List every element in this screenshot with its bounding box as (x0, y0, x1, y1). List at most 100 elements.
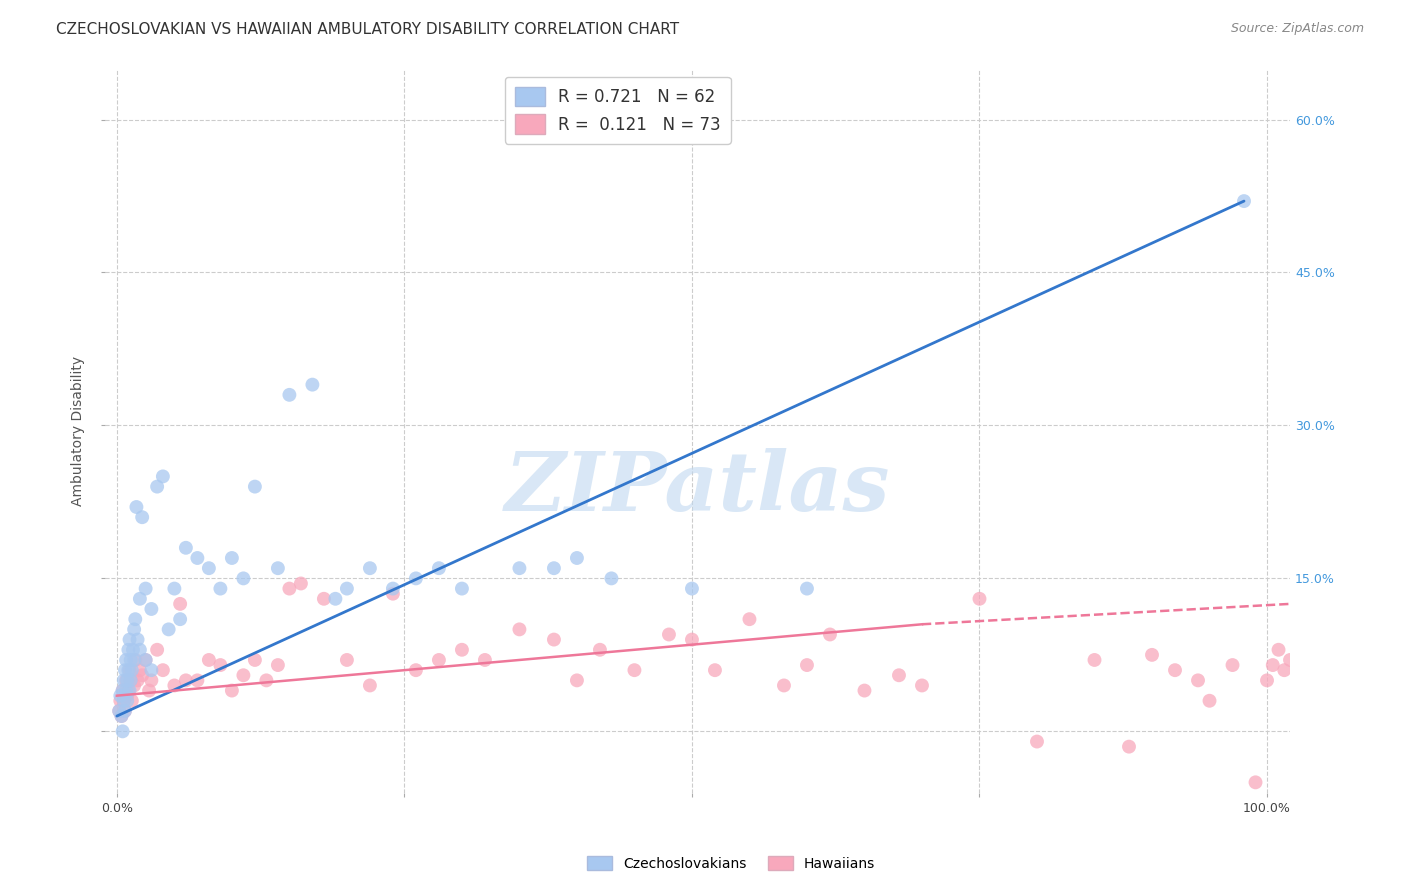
Point (427, 653, 450, 667)
Point (1279, 653, 1302, 667)
Point (138, 683, 160, 698)
Point (853, 683, 876, 698)
Point (112, 673, 135, 688)
Point (1222, 658, 1244, 673)
Point (232, 571, 254, 585)
Point (135, 582, 157, 596)
Point (121, 663, 143, 677)
Point (120, 653, 142, 667)
Point (118, 683, 141, 698)
Point (114, 704, 136, 718)
Legend: Czechoslovakians, Hawaiians: Czechoslovakians, Hawaiians (582, 850, 880, 876)
Point (131, 668, 153, 682)
Point (114, 663, 136, 677)
Point (108, 704, 131, 718)
Point (1187, 673, 1209, 688)
Point (117, 663, 139, 677)
Point (174, 541, 197, 555)
Point (163, 582, 186, 596)
Point (146, 480, 169, 494)
Text: Source: ZipAtlas.com: Source: ZipAtlas.com (1230, 22, 1364, 36)
Point (169, 597, 191, 611)
Point (114, 704, 136, 718)
Point (1261, 658, 1284, 673)
Point (623, 663, 645, 677)
Point (1198, 694, 1220, 708)
Point (122, 642, 145, 657)
Point (127, 632, 149, 647)
Point (111, 683, 134, 698)
Point (152, 469, 174, 483)
Point (796, 582, 818, 596)
Text: ZIPatlas: ZIPatlas (505, 449, 890, 528)
Point (301, 377, 323, 392)
Point (681, 632, 703, 647)
Point (704, 663, 727, 677)
Point (451, 642, 474, 657)
Point (117, 642, 139, 657)
Point (243, 480, 266, 494)
Point (1267, 642, 1289, 657)
Point (278, 388, 301, 402)
Point (221, 683, 243, 698)
Point (125, 500, 148, 514)
Point (1118, 739, 1140, 754)
Point (773, 678, 796, 692)
Point (1026, 734, 1049, 748)
Point (658, 627, 681, 641)
Point (1233, 194, 1256, 208)
Point (112, 694, 135, 708)
Point (1164, 663, 1187, 677)
Point (1272, 663, 1295, 677)
Point (290, 576, 312, 591)
Point (141, 663, 163, 677)
Point (122, 678, 145, 692)
Point (115, 689, 138, 703)
Text: CZECHOSLOVAKIAN VS HAWAIIAN AMBULATORY DISABILITY CORRELATION CHART: CZECHOSLOVAKIAN VS HAWAIIAN AMBULATORY D… (56, 22, 679, 37)
Point (128, 591, 150, 606)
Point (121, 694, 143, 708)
Point (118, 632, 141, 647)
Point (451, 582, 474, 596)
Point (600, 571, 623, 585)
Point (359, 678, 381, 692)
Point (120, 673, 142, 688)
Point (508, 623, 530, 637)
Point (198, 561, 221, 575)
Point (508, 561, 530, 575)
Point (232, 668, 254, 682)
Point (112, 694, 135, 708)
Point (336, 582, 359, 596)
Point (186, 673, 208, 688)
Point (254, 673, 277, 688)
Point (565, 551, 588, 566)
Legend: R = 0.721   N = 62, R =  0.121   N = 73: R = 0.721 N = 62, R = 0.121 N = 73 (505, 77, 731, 144)
Point (141, 673, 163, 688)
Point (152, 663, 174, 677)
Point (565, 673, 588, 688)
Point (1140, 648, 1163, 662)
Point (381, 582, 404, 596)
Point (110, 709, 132, 723)
Point (169, 612, 191, 626)
Point (796, 658, 818, 673)
Point (589, 642, 612, 657)
Point (124, 653, 146, 667)
Point (186, 551, 208, 566)
Point (405, 663, 427, 677)
Point (427, 561, 450, 575)
Point (381, 587, 404, 601)
Point (163, 678, 186, 692)
Point (157, 623, 180, 637)
Point (128, 642, 150, 657)
Point (117, 683, 139, 698)
Point (221, 551, 243, 566)
Point (969, 591, 991, 606)
Point (209, 582, 232, 596)
Point (312, 591, 335, 606)
Point (1083, 653, 1105, 667)
Point (405, 571, 427, 585)
Point (111, 683, 134, 698)
Point (122, 653, 145, 667)
Point (336, 653, 359, 667)
